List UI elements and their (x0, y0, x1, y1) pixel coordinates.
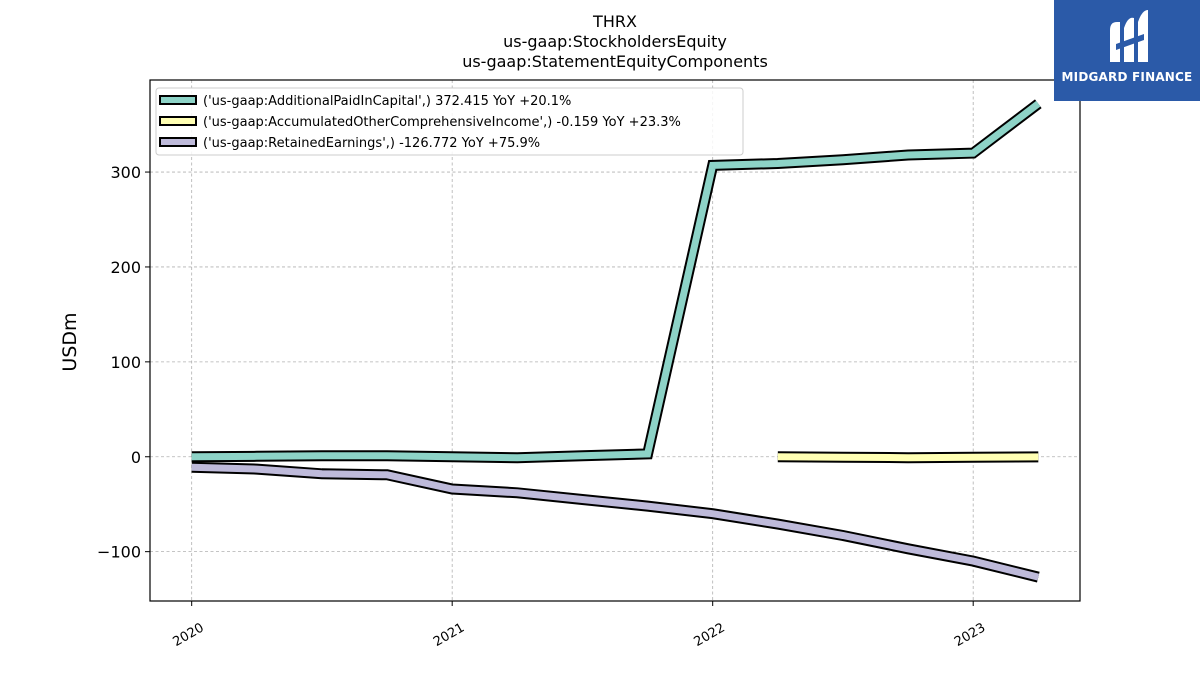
x-tick-label: 2020 (171, 620, 207, 650)
legend-swatch (159, 137, 197, 147)
series-outline (191, 461, 1040, 583)
y-tick-label: −100 (97, 543, 141, 562)
series-line (777, 453, 1039, 462)
legend-box (155, 87, 744, 156)
y-axis-ticks: −100 0 100 200 300 (97, 163, 150, 562)
midgard-finance-logo: MIDGARD FINANCE (1054, 0, 1200, 101)
y-tick-label: 0 (131, 448, 141, 467)
series-line (191, 463, 1040, 581)
y-tick-label: 300 (110, 163, 141, 182)
legend-swatch (159, 116, 197, 126)
y-tick-label: 200 (110, 258, 141, 277)
legend: ('us-gaap:AdditionalPaidInCapital',) 372… (155, 87, 744, 156)
y-tick-label: 100 (110, 353, 141, 372)
logo-text: MIDGARD FINANCE (1061, 70, 1193, 84)
x-axis-ticks: 2020 2021 2022 2023 (171, 601, 988, 650)
legend-entry: ('us-gaap:AccumulatedOtherComprehensiveI… (203, 115, 681, 130)
legend-entry: ('us-gaap:RetainedEarnings',) -126.772 Y… (203, 136, 540, 151)
logo-mark-icon (1110, 10, 1148, 62)
chart-title-line: us-gaap:StatementEquityComponents (462, 52, 768, 71)
series-lines (191, 99, 1042, 583)
x-tick-label: 2022 (692, 620, 728, 650)
x-tick-label: 2023 (952, 620, 988, 650)
x-tick-label: 2021 (431, 620, 467, 650)
chart-title-line: THRX (592, 12, 637, 31)
series-line (191, 100, 1041, 462)
y-axis-label: USDm (59, 312, 81, 371)
plot-frame (149, 79, 1081, 602)
legend-swatch (159, 95, 197, 105)
chart-title: THRXus-gaap:StockholdersEquityus-gaap:St… (462, 12, 768, 71)
chart-title-line: us-gaap:StockholdersEquity (503, 32, 727, 51)
legend-entry: ('us-gaap:AdditionalPaidInCapital',) 372… (203, 94, 571, 109)
